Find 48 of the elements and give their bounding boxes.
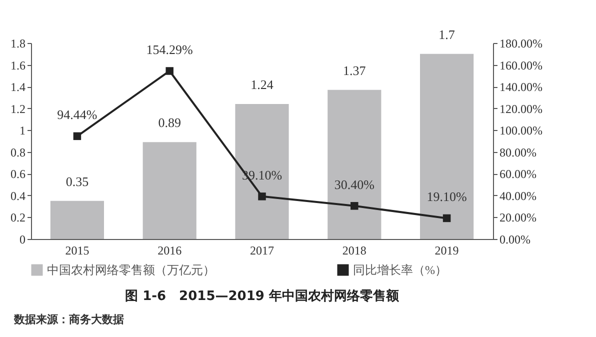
point: [166, 67, 174, 75]
data-label: 1.37: [343, 62, 366, 78]
x-tick-label: 2015: [65, 244, 90, 258]
data-label: 154.29%: [146, 42, 194, 57]
y-tick-label: 1.4: [10, 80, 26, 94]
y-tick-label: 1: [20, 124, 26, 138]
bar: [50, 200, 104, 239]
legend-label: 中国农村网络零售额（万亿元）: [47, 263, 215, 277]
data-label: 0.89: [158, 115, 181, 130]
y-tick-label: 1.2: [10, 102, 26, 116]
y-tick-label: 1.6: [10, 58, 26, 72]
y2-tick-label: 20.00%: [500, 210, 536, 225]
x-tick-label: 2019: [434, 244, 459, 258]
point: [350, 202, 358, 210]
y2-tick-label: 0.00%: [500, 232, 530, 246]
y-tick-label: 0.6: [10, 167, 26, 182]
text: 图 1-6 2015—2019 年中国农村网络零售额: [125, 288, 400, 304]
y2-tick-label: 80.00%: [500, 145, 536, 160]
y-tick-label: 0: [20, 232, 26, 246]
y2-tick-label: 60.00%: [500, 167, 536, 182]
y-tick-label: 0.4: [10, 188, 26, 203]
y-tick-label: 0.8: [10, 145, 26, 160]
data-label: 1.24: [250, 76, 274, 92]
x-tick-label: 2016: [158, 244, 182, 258]
bar: [328, 90, 382, 239]
y2-tick-label: 100.00%: [500, 124, 542, 138]
y2-tick-label: 140.00%: [500, 80, 542, 94]
bar: [142, 142, 196, 239]
point: [258, 192, 266, 200]
data-label: 1.7: [438, 26, 456, 42]
bar: [420, 54, 474, 239]
point: [73, 132, 82, 140]
x-tick-label: 2017: [250, 244, 274, 258]
bar: [235, 104, 289, 239]
x-tick-label: 2018: [342, 244, 366, 258]
data-label: 30.40%: [334, 176, 375, 192]
data-label: 94.44%: [57, 107, 98, 122]
legend-label: 同比增长率（%）: [353, 263, 447, 277]
y2-tick-label: 180.00%: [500, 36, 542, 50]
source-note: 数据来源：商务大数据: [14, 312, 124, 327]
y2-tick-label: 40.00%: [500, 188, 536, 203]
y2-tick-label: 120.00%: [500, 102, 542, 116]
y2-tick-label: 160.00%: [500, 58, 542, 72]
data-label: 19.10%: [426, 189, 468, 204]
data-label: 0.35: [66, 174, 89, 189]
y-tick-label: 0.2: [10, 210, 26, 225]
y-tick-label: 1.8: [10, 36, 26, 50]
point: [442, 214, 451, 222]
